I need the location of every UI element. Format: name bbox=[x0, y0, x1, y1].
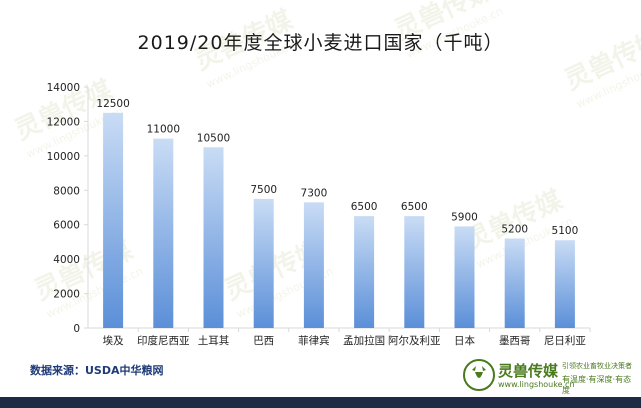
data-label: 5900 bbox=[451, 211, 478, 223]
x-tick-label: 孟加拉国 bbox=[343, 334, 385, 347]
y-tick-label: 2000 bbox=[53, 289, 80, 301]
footer-bar bbox=[0, 397, 641, 408]
bar bbox=[153, 138, 174, 328]
data-label: 5200 bbox=[501, 223, 528, 235]
x-tick-label: 埃及 bbox=[103, 334, 124, 347]
chart-title: 2019/20年度全球小麦进口国家（千吨） bbox=[137, 32, 504, 54]
bar bbox=[554, 240, 575, 328]
bar bbox=[404, 216, 425, 328]
y-tick-label: 4000 bbox=[53, 254, 80, 266]
y-tick-label: 8000 bbox=[53, 185, 80, 197]
y-tick-label: 10000 bbox=[47, 151, 80, 163]
x-tick-label: 阿尔及利亚 bbox=[388, 334, 441, 347]
bar bbox=[354, 216, 375, 328]
brand-slogan-top: 引领农业畜牧业决策者 bbox=[562, 362, 632, 370]
deer-logo-icon bbox=[463, 359, 495, 391]
bar bbox=[504, 238, 525, 328]
data-label: 6500 bbox=[401, 201, 428, 213]
brand-url: www.lingshouke.cn bbox=[498, 380, 575, 389]
x-tick-label: 尼日利亚 bbox=[544, 335, 586, 347]
y-tick-label: 6000 bbox=[53, 220, 80, 232]
y-tick-label: 12000 bbox=[47, 116, 80, 128]
x-tick-label: 日本 bbox=[454, 334, 475, 347]
x-tick-label: 巴西 bbox=[253, 335, 274, 347]
data-label: 6500 bbox=[351, 201, 378, 213]
data-label: 10500 bbox=[197, 132, 230, 144]
data-source-note: 数据来源：USDA中华粮网 bbox=[30, 364, 164, 377]
x-tick-label: 印度尼西亚 bbox=[137, 334, 190, 347]
brand-block: 灵兽传媒 www.lingshouke.cn 引领农业畜牧业决策者 有温度·有深… bbox=[462, 358, 632, 395]
data-label: 7500 bbox=[250, 184, 277, 196]
data-label: 7300 bbox=[301, 187, 328, 199]
x-tick-label: 菲律宾 bbox=[298, 334, 330, 347]
bar bbox=[203, 147, 224, 328]
x-tick-label: 墨西哥 bbox=[499, 335, 531, 347]
brand-slogan-bottom: 有温度·有深度·有态度 bbox=[562, 375, 632, 395]
brand-name: 灵兽传媒 bbox=[498, 362, 559, 380]
bar bbox=[303, 202, 324, 328]
bar bbox=[454, 226, 475, 328]
y-tick-label: 14000 bbox=[47, 82, 80, 94]
bar bbox=[253, 198, 274, 328]
data-label: 5100 bbox=[552, 225, 579, 237]
bar bbox=[103, 112, 124, 328]
data-label: 12500 bbox=[96, 98, 129, 110]
y-tick-label: 0 bbox=[73, 323, 80, 335]
data-label: 11000 bbox=[147, 124, 180, 136]
x-tick-label: 土耳其 bbox=[198, 334, 230, 347]
